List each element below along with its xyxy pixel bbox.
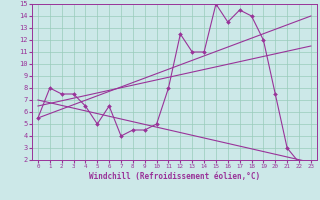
X-axis label: Windchill (Refroidissement éolien,°C): Windchill (Refroidissement éolien,°C) <box>89 172 260 181</box>
